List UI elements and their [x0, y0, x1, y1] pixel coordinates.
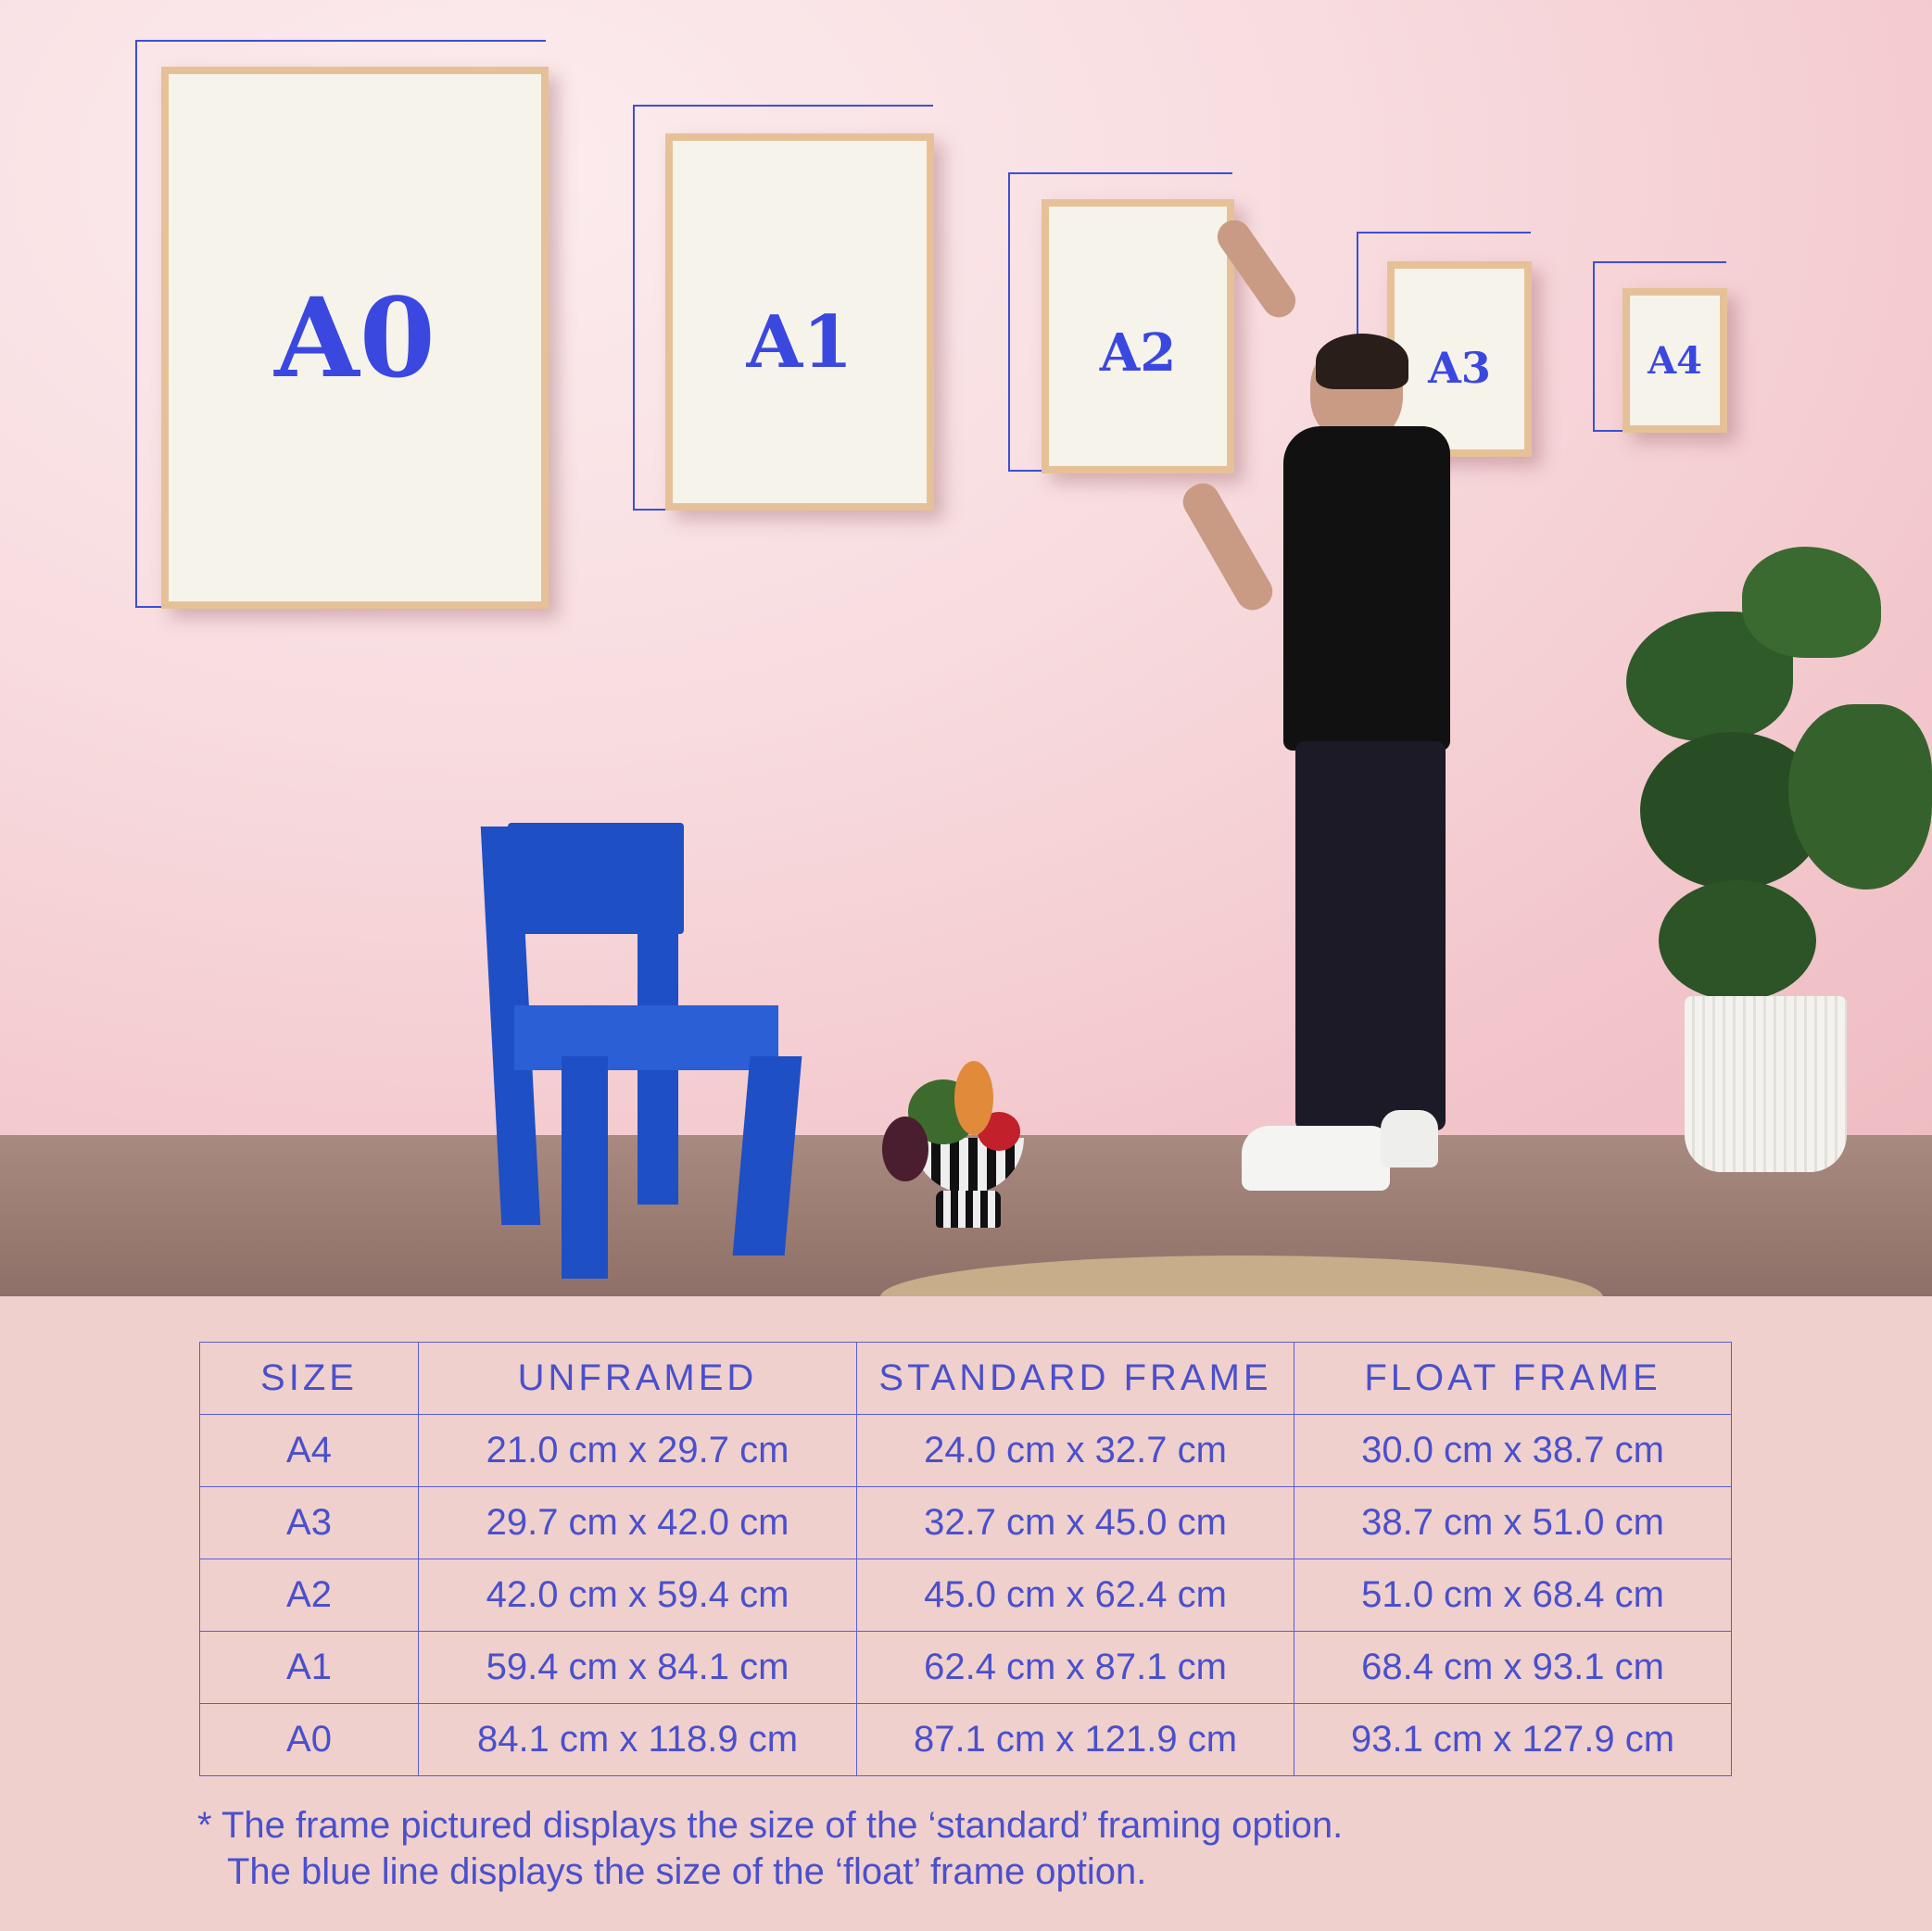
- leaf: [1788, 704, 1932, 890]
- float-outline-a0-left: [135, 40, 172, 608]
- cell-unframed: 84.1 cm x 118.9 cm: [418, 1703, 857, 1776]
- chair-seat: [514, 1005, 778, 1070]
- cell-standard: 45.0 cm x 62.4 cm: [856, 1559, 1294, 1632]
- table-row: A2 42.0 cm x 59.4 cm 45.0 cm x 62.4 cm 51.0…: [199, 1559, 1732, 1632]
- leaf: [1742, 547, 1881, 658]
- header-float-frame: FLOAT FRAME: [1294, 1342, 1732, 1415]
- frame-label: A2: [1099, 322, 1177, 384]
- white-plant-pot: [1685, 996, 1847, 1172]
- frame-label: A3: [1428, 342, 1491, 393]
- cell-float: 30.0 cm x 38.7 cm: [1294, 1414, 1732, 1487]
- size-table: SIZE UNFRAMED STANDARD FRAME FLOAT FRAME…: [199, 1342, 1732, 1776]
- cell-standard: 62.4 cm x 87.1 cm: [856, 1631, 1294, 1704]
- frame-label: A1: [746, 300, 853, 385]
- table-row: A0 84.1 cm x 118.9 cm 87.1 cm x 121.9 cm 93…: [199, 1703, 1732, 1776]
- table-header-row: SIZE UNFRAMED STANDARD FRAME FLOAT FRAME: [199, 1342, 1732, 1415]
- frame-a3: A3: [1387, 261, 1532, 457]
- cell-float: 38.7 cm x 51.0 cm: [1294, 1486, 1732, 1559]
- black-tshirt: [1283, 426, 1450, 751]
- product-photo: A0 A1 A2 A3 A4: [0, 0, 1932, 1296]
- frame-a1: A1: [665, 133, 934, 511]
- cell-unframed: 59.4 cm x 84.1 cm: [418, 1631, 857, 1704]
- header-size: SIZE: [199, 1342, 419, 1415]
- frame-a4: A4: [1623, 288, 1727, 433]
- header-unframed: UNFRAMED: [418, 1342, 857, 1415]
- chair-back: [508, 823, 684, 934]
- cell-standard: 24.0 cm x 32.7 cm: [856, 1414, 1294, 1487]
- frame-label: A0: [274, 273, 436, 402]
- grapes: [882, 1117, 928, 1181]
- black-trousers: [1295, 741, 1446, 1130]
- cell-standard: 87.1 cm x 121.9 cm: [856, 1703, 1294, 1776]
- cell-standard: 32.7 cm x 45.0 cm: [856, 1486, 1294, 1559]
- float-outline-a4-left: [1593, 261, 1630, 432]
- cell-float: 51.0 cm x 68.4 cm: [1294, 1559, 1732, 1632]
- fruit-bowl-stand: [936, 1191, 1001, 1228]
- table-row: A1 59.4 cm x 84.1 cm 62.4 cm x 87.1 cm 68.4…: [199, 1631, 1732, 1704]
- cell-size: A1: [199, 1631, 419, 1704]
- frame-a0: A0: [161, 67, 549, 609]
- footnote-line-1: * The frame pictured displays the size o…: [197, 1805, 1344, 1846]
- float-outline-a2-left: [1008, 172, 1045, 472]
- hair: [1316, 334, 1408, 389]
- sneaker: [1381, 1110, 1438, 1167]
- table-row: A3 29.7 cm x 42.0 cm 32.7 cm x 45.0 cm 38.7…: [199, 1486, 1732, 1559]
- cell-float: 68.4 cm x 93.1 cm: [1294, 1631, 1732, 1704]
- cell-size: A4: [199, 1414, 419, 1487]
- cell-float: 93.1 cm x 127.9 cm: [1294, 1703, 1732, 1776]
- cell-unframed: 21.0 cm x 29.7 cm: [418, 1414, 857, 1487]
- table-row: A4 21.0 cm x 29.7 cm 24.0 cm x 32.7 cm 30.0…: [199, 1414, 1732, 1487]
- footnote-line-2: The blue line displays the size of the ‘…: [227, 1851, 1147, 1892]
- float-outline-a1-left: [633, 105, 670, 511]
- cell-size: A2: [199, 1559, 419, 1632]
- frame-label: A4: [1648, 338, 1702, 383]
- papaya: [954, 1061, 993, 1135]
- cell-size: A3: [199, 1486, 419, 1559]
- header-standard-frame: STANDARD FRAME: [856, 1342, 1294, 1415]
- frame-a2: A2: [1042, 199, 1234, 473]
- cell-unframed: 42.0 cm x 59.4 cm: [418, 1559, 857, 1632]
- sneaker: [1242, 1126, 1390, 1191]
- cell-unframed: 29.7 cm x 42.0 cm: [418, 1486, 857, 1559]
- cell-size: A0: [199, 1703, 419, 1776]
- chair-leg: [562, 1056, 608, 1279]
- leaf: [1659, 880, 1816, 1001]
